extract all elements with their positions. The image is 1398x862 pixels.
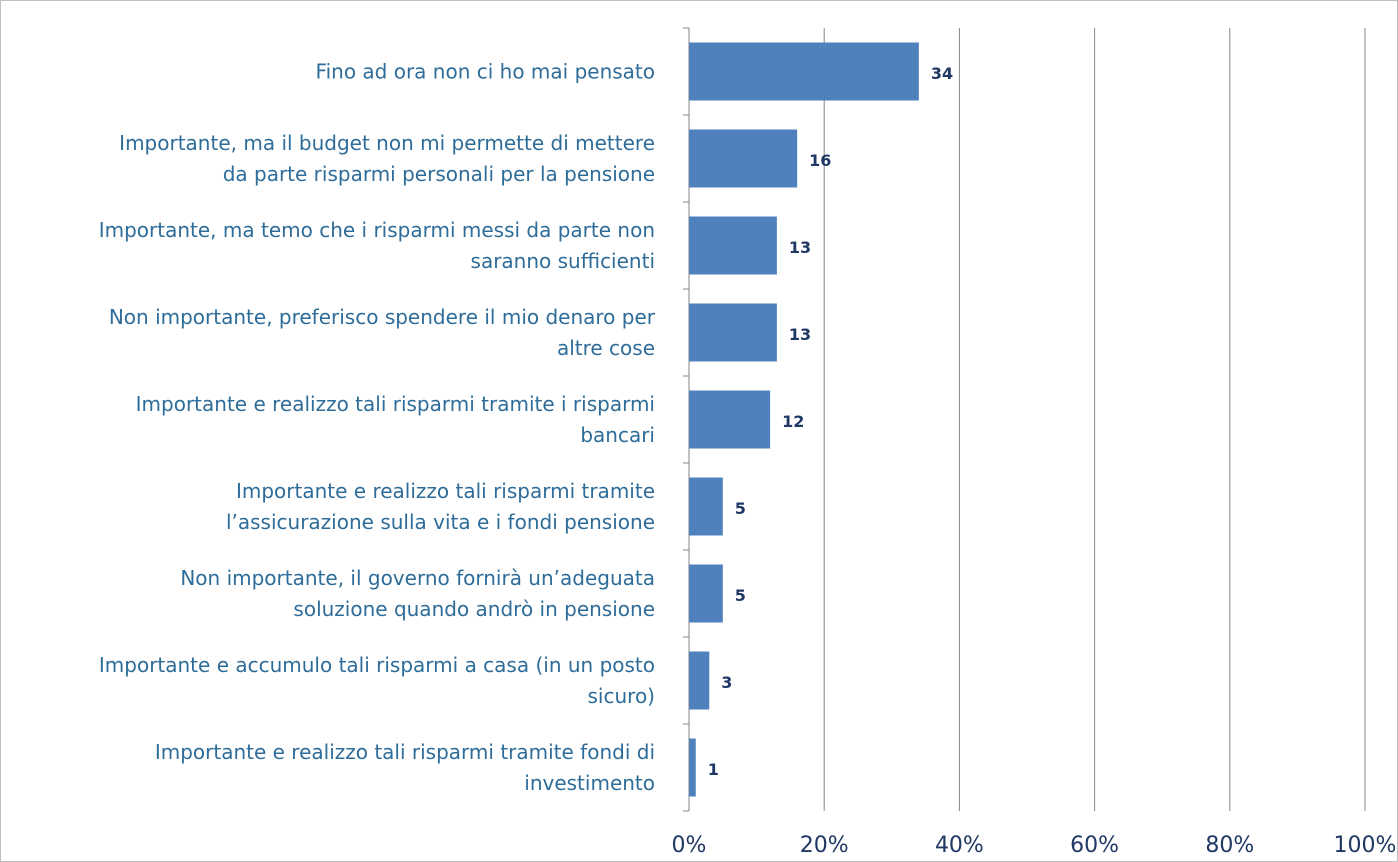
x-tick-label: 0% xyxy=(672,833,707,858)
value-label: 5 xyxy=(735,586,746,605)
bar xyxy=(689,564,723,623)
bar xyxy=(689,738,696,797)
x-tick-label: 20% xyxy=(800,833,849,858)
bar xyxy=(689,477,723,536)
y-tick-label: Importante e accumulo tali risparmi a ca… xyxy=(98,652,655,708)
y-tick-label: Non importante, preferisco spendere il m… xyxy=(108,304,655,360)
x-tick-label: 60% xyxy=(1070,833,1119,858)
bar xyxy=(689,390,771,449)
value-label: 12 xyxy=(782,412,804,431)
value-label: 13 xyxy=(789,238,811,257)
value-label: 16 xyxy=(809,151,831,170)
value-label: 1 xyxy=(708,760,719,779)
y-tick-label: Importante e realizzo tali risparmi tram… xyxy=(135,391,655,447)
y-tick-label: Importante, ma il budget non mi permette… xyxy=(119,130,655,186)
bar xyxy=(689,42,919,101)
bar xyxy=(689,129,798,188)
y-tick-label: Importante e realizzo tali risparmi tram… xyxy=(225,478,655,534)
value-label: 13 xyxy=(789,325,811,344)
value-label: 5 xyxy=(735,499,746,518)
y-tick-label: Importante e realizzo tali risparmi tram… xyxy=(154,739,655,795)
x-tick-label: 40% xyxy=(935,833,984,858)
bar xyxy=(689,216,777,275)
x-tick-label: 80% xyxy=(1205,833,1254,858)
value-label: 34 xyxy=(931,64,953,83)
x-tick-label: 100% xyxy=(1334,833,1397,858)
value-label: 3 xyxy=(721,673,732,692)
y-tick-label: Non importante, il governo fornirà un’ad… xyxy=(180,565,655,621)
bar xyxy=(689,651,710,710)
bar xyxy=(689,303,777,362)
y-tick-label: Importante, ma temo che i risparmi messi… xyxy=(98,217,655,273)
y-tick-label: Fino ad ora non ci ho mai pensato xyxy=(315,59,655,83)
